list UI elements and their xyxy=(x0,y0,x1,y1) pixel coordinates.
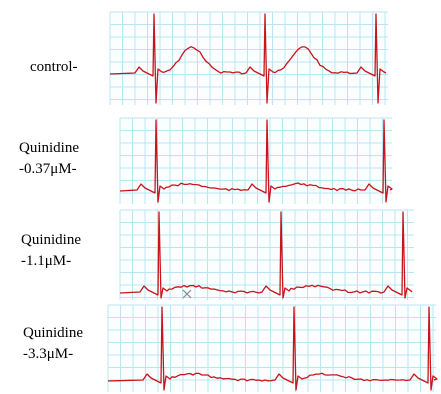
panel-label-quinidine-11: Quinidine -1.1μM- xyxy=(21,230,81,272)
ecg-panel xyxy=(109,11,388,105)
panel-label-line: control- xyxy=(30,59,78,75)
panel-label-line: -1.1μM- xyxy=(21,253,72,269)
grid-background xyxy=(108,305,436,392)
panel-label-line: -3.3μM- xyxy=(23,346,74,362)
panel-label-line: Quinidine xyxy=(19,140,79,156)
panel-label-line: Quinidine xyxy=(23,325,83,341)
panel-label-quinidine-33: Quinidine -3.3μM- xyxy=(23,323,83,365)
grid-background xyxy=(110,12,388,105)
cursor-stroke xyxy=(182,289,192,299)
ecg-trace xyxy=(107,306,438,391)
ecg-trace xyxy=(119,119,393,203)
ecg-trace xyxy=(109,13,387,104)
panel-label-line: Quinidine xyxy=(21,232,81,248)
panel-label-control: control- xyxy=(30,57,77,78)
ecg-trace xyxy=(119,211,413,299)
panel-label-line: -0.37μM- xyxy=(19,161,77,177)
ecg-panel xyxy=(119,209,414,300)
ecg-panel xyxy=(119,117,393,204)
cursor-mark xyxy=(182,289,192,299)
ecg-panel xyxy=(107,304,438,392)
panel-label-quinidine-037: Quinidine -0.37μM- xyxy=(19,138,79,180)
